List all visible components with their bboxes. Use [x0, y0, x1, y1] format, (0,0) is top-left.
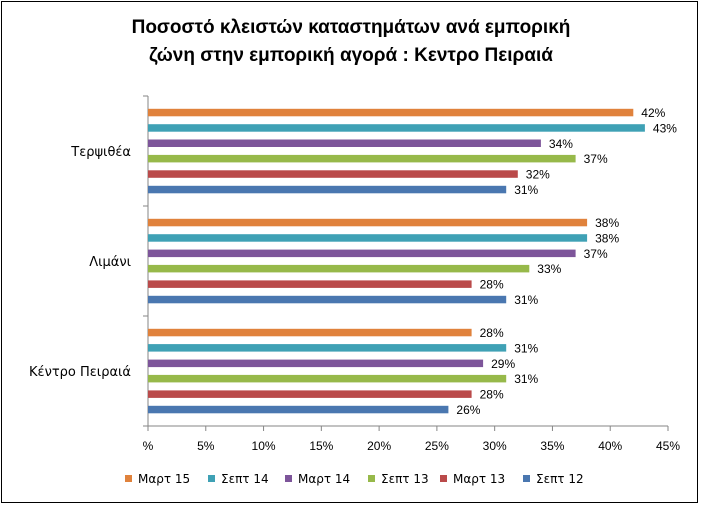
- bar: [148, 170, 518, 178]
- data-label: 28%: [480, 278, 504, 292]
- x-tick-label: 30%: [483, 439, 507, 453]
- bar: [148, 139, 541, 147]
- bar: [148, 359, 484, 368]
- legend-label: Σεπτ 12: [536, 472, 584, 486]
- legend-swatch: [208, 475, 215, 482]
- data-label: 34%: [549, 137, 573, 151]
- legend-swatch: [440, 475, 447, 482]
- x-tick-label: 5%: [197, 439, 215, 453]
- x-tick-label: 10%: [252, 439, 276, 453]
- x-tick-label: 15%: [309, 439, 333, 453]
- legend-label: Μαρτ 15: [138, 472, 190, 486]
- legend-swatch: [368, 475, 375, 482]
- legend-swatch: [285, 475, 292, 482]
- data-label: 32%: [526, 168, 550, 182]
- data-label: 43%: [653, 121, 677, 135]
- category-label: Λιμάνι: [89, 255, 131, 270]
- legend-label: Μαρτ 14: [298, 472, 350, 486]
- data-label: 33%: [537, 262, 561, 276]
- data-label: 37%: [584, 247, 608, 261]
- data-label: 31%: [514, 341, 538, 355]
- x-tick-label: %: [143, 439, 154, 453]
- legend-label: Σεπτ 13: [381, 472, 429, 486]
- bar: [148, 154, 576, 163]
- bar: [148, 295, 507, 304]
- bar: [148, 344, 507, 352]
- legend-swatch: [125, 475, 132, 482]
- bar: [148, 108, 634, 117]
- data-label: 29%: [491, 357, 515, 371]
- bar: [148, 124, 645, 132]
- bar: [148, 328, 472, 337]
- x-tick-label: 20%: [367, 439, 391, 453]
- data-label: 31%: [514, 372, 538, 386]
- x-tick-label: 35%: [540, 439, 564, 453]
- data-label: 28%: [480, 388, 504, 402]
- data-label: 26%: [456, 403, 480, 417]
- bar: [148, 185, 507, 194]
- category-label: Τερψιθέα: [70, 145, 131, 160]
- data-label: 38%: [595, 231, 619, 245]
- data-label: 38%: [595, 216, 619, 230]
- bar: [148, 280, 472, 288]
- chart-title-line-2: ζώνη στην εμπορική αγορά : Κεντρο Πειραι…: [149, 45, 553, 66]
- data-label: 42%: [641, 106, 665, 120]
- bar: [148, 264, 530, 273]
- bar: [148, 218, 588, 227]
- x-tick-label: 40%: [598, 439, 622, 453]
- x-tick-label: 25%: [425, 439, 449, 453]
- data-label: 28%: [480, 326, 504, 340]
- data-label: 37%: [584, 152, 608, 166]
- legend-swatch: [523, 475, 530, 482]
- data-label: 31%: [514, 293, 538, 307]
- bar: [148, 390, 472, 398]
- bar: [148, 374, 507, 383]
- bar: [148, 234, 588, 242]
- data-label: 31%: [514, 183, 538, 197]
- chart-title-line-1: Ποσοστό κλειστών καταστημάτων ανά εμπορι…: [131, 17, 571, 38]
- chart-title: Ποσοστό κλειστών καταστημάτων ανά εμπορι…: [0, 14, 702, 70]
- legend-label: Σεπτ 14: [221, 472, 269, 486]
- bar: [148, 405, 449, 414]
- category-label: Κέντρο Πειραιά: [29, 365, 131, 380]
- bar: [148, 249, 576, 258]
- x-tick-label: 45%: [656, 439, 680, 453]
- legend-label: Μαρτ 13: [453, 472, 505, 486]
